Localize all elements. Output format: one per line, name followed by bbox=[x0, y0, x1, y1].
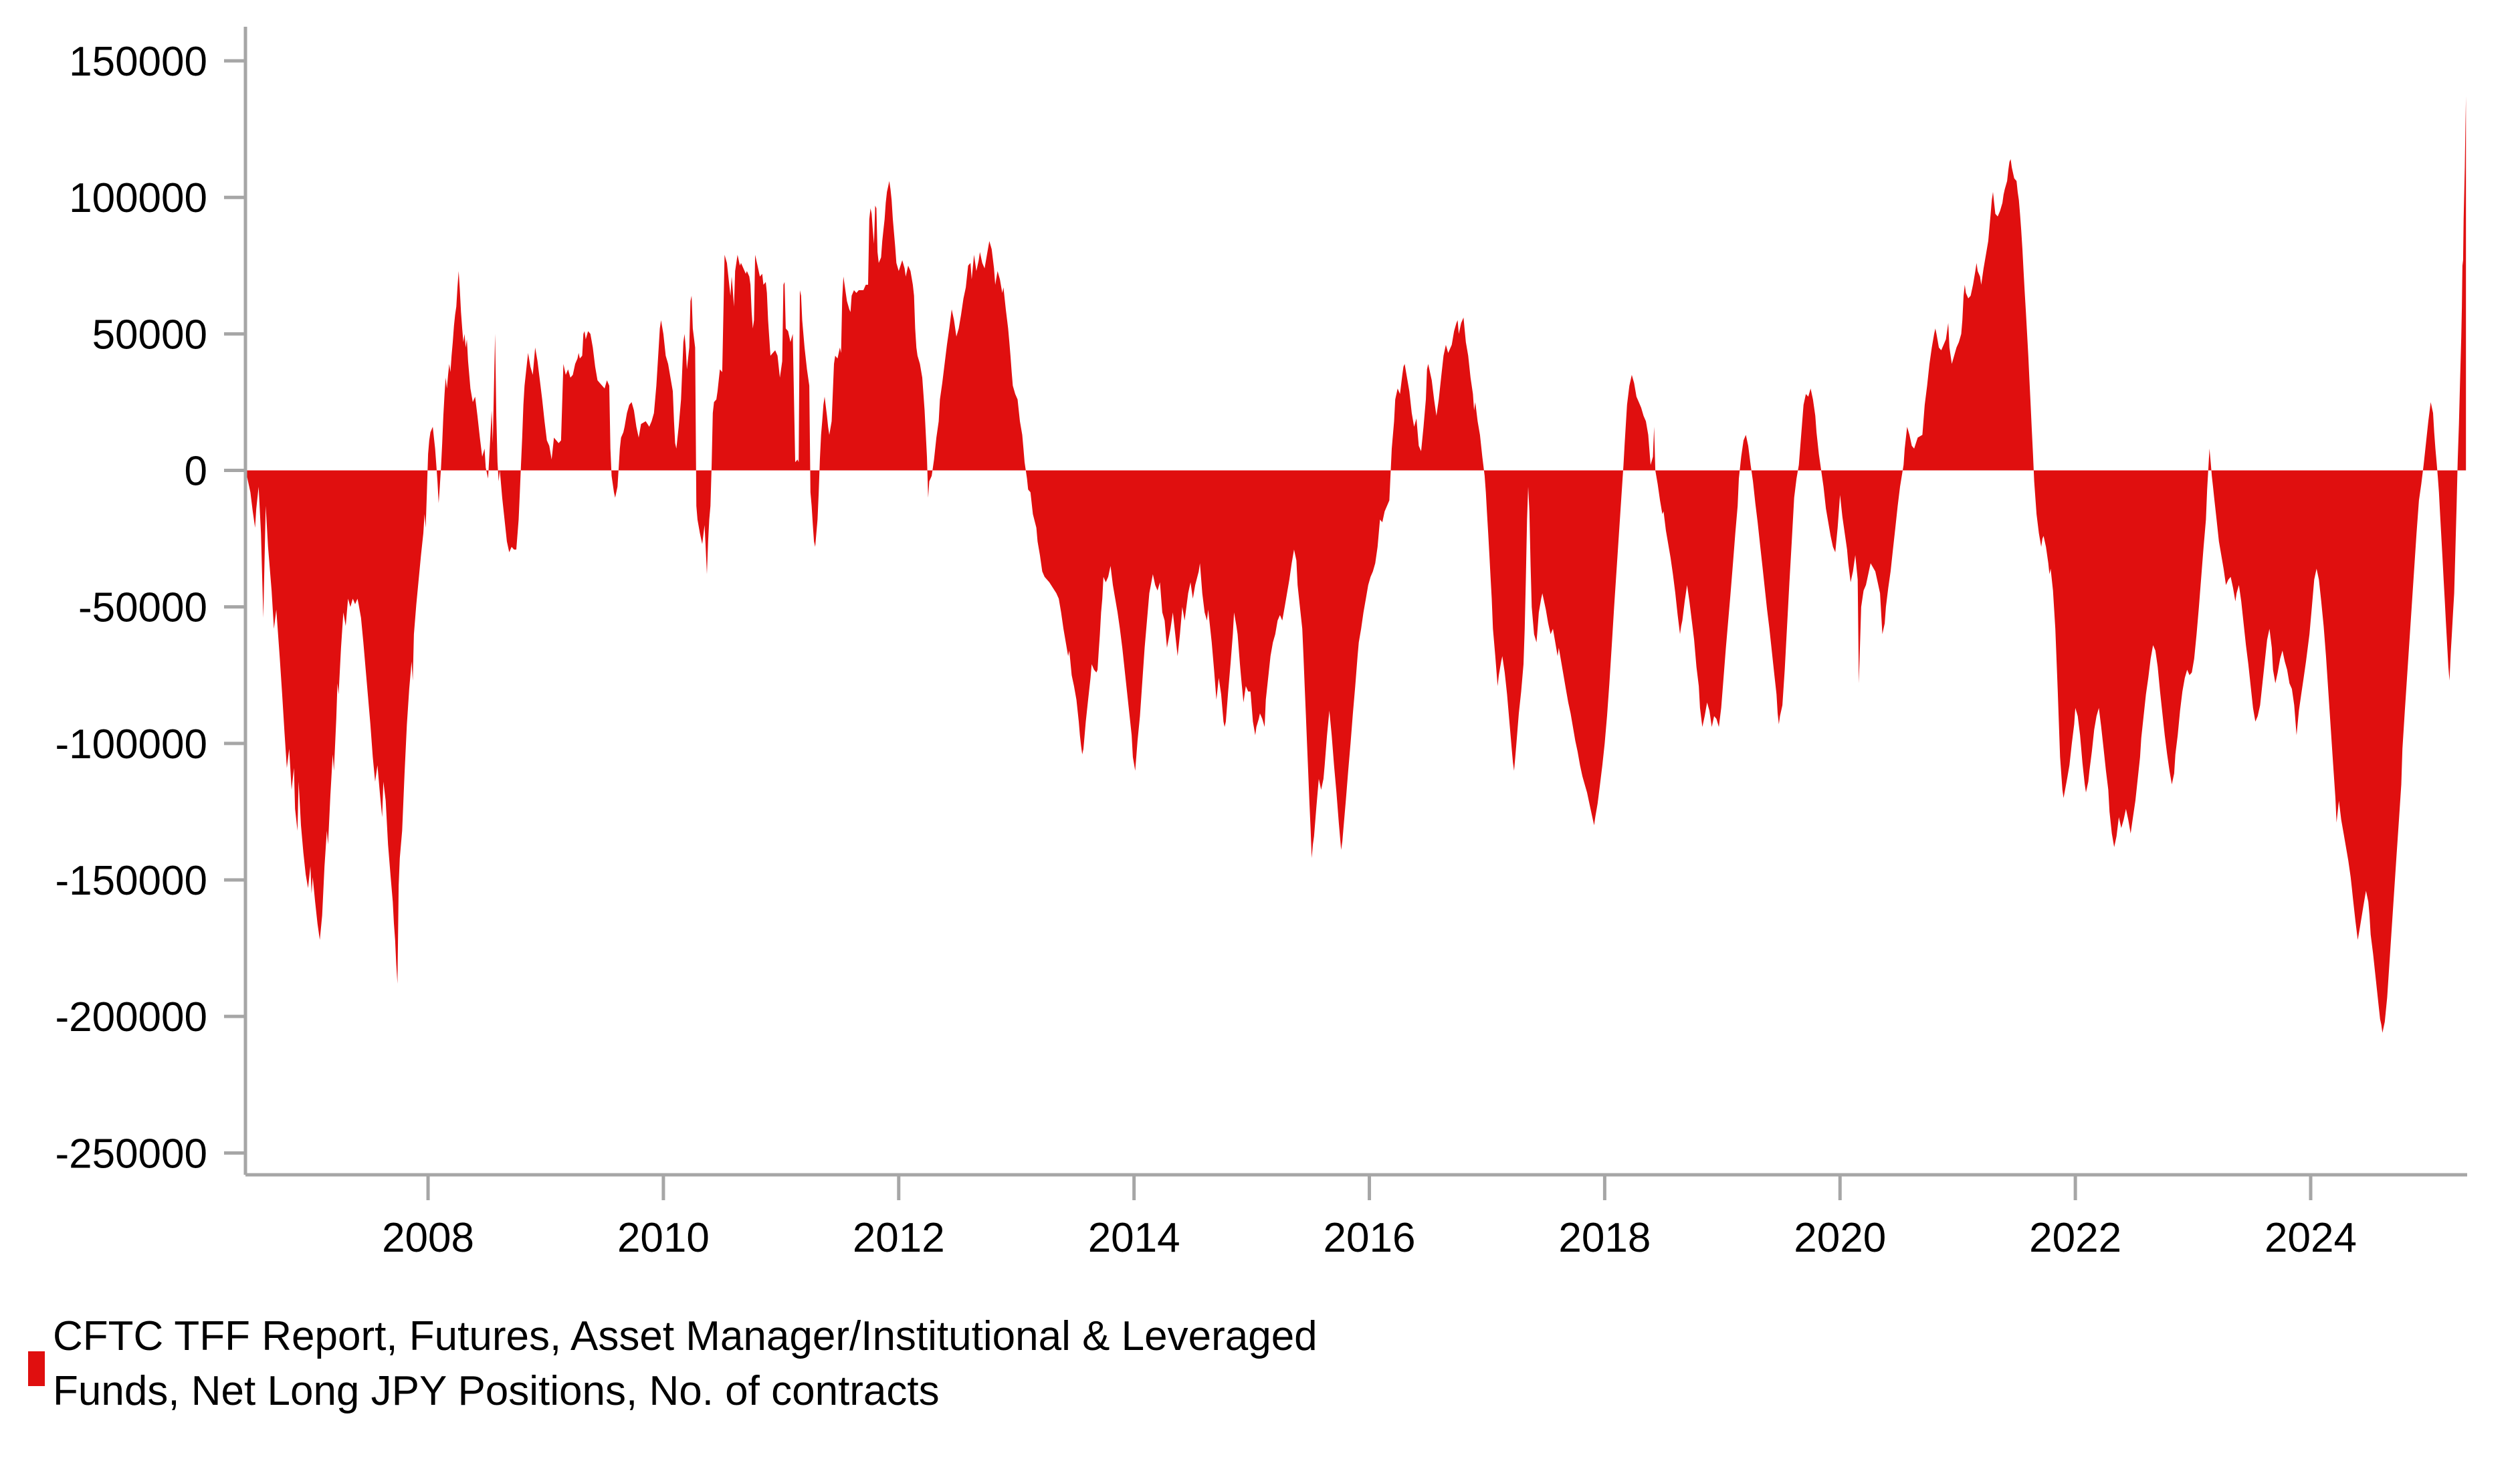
y-axis-tick-label: 0 bbox=[185, 449, 207, 495]
axes-group bbox=[224, 27, 2467, 1200]
y-axis-tick-label: 150000 bbox=[69, 39, 207, 85]
x-axis-tick-label: 2018 bbox=[1558, 1215, 1651, 1261]
series-group bbox=[247, 96, 2466, 1033]
legend: CFTC TFF Report, Futures, Asset Manager/… bbox=[28, 1309, 1318, 1419]
legend-line2: Funds, Net Long JPY Positions, No. of co… bbox=[53, 1368, 940, 1414]
x-axis-tick-label: 2010 bbox=[617, 1215, 710, 1261]
y-axis-tick-label: -100000 bbox=[55, 721, 207, 768]
x-axis-tick-label: 2008 bbox=[382, 1215, 474, 1261]
x-axis-tick-label: 2024 bbox=[2265, 1215, 2357, 1261]
x-axis-tick-label: 2014 bbox=[1088, 1215, 1180, 1261]
x-axis-tick-label: 2012 bbox=[853, 1215, 945, 1261]
legend-text: CFTC TFF Report, Futures, Asset Manager/… bbox=[53, 1309, 1318, 1419]
y-axis-tick-label: -250000 bbox=[55, 1131, 207, 1177]
x-axis-tick-label: 2016 bbox=[1324, 1215, 1416, 1261]
area-series bbox=[247, 96, 2466, 1033]
y-axis-tick-label: -150000 bbox=[55, 858, 207, 904]
y-axis-tick-label: -50000 bbox=[78, 585, 207, 631]
legend-marker-icon bbox=[28, 1351, 45, 1386]
legend-line1: CFTC TFF Report, Futures, Asset Manager/… bbox=[53, 1313, 1318, 1359]
labels-group: 150000 100000 50000 0 -50000 -100000 -150000 -2… bbox=[55, 39, 2357, 1261]
y-axis-tick-label: -200000 bbox=[55, 994, 207, 1040]
x-axis-tick-label: 2022 bbox=[2029, 1215, 2121, 1261]
y-axis-tick-label: 100000 bbox=[69, 175, 207, 221]
y-axis-tick-label: 50000 bbox=[92, 312, 207, 358]
x-axis-tick-label: 2020 bbox=[1794, 1215, 1886, 1261]
